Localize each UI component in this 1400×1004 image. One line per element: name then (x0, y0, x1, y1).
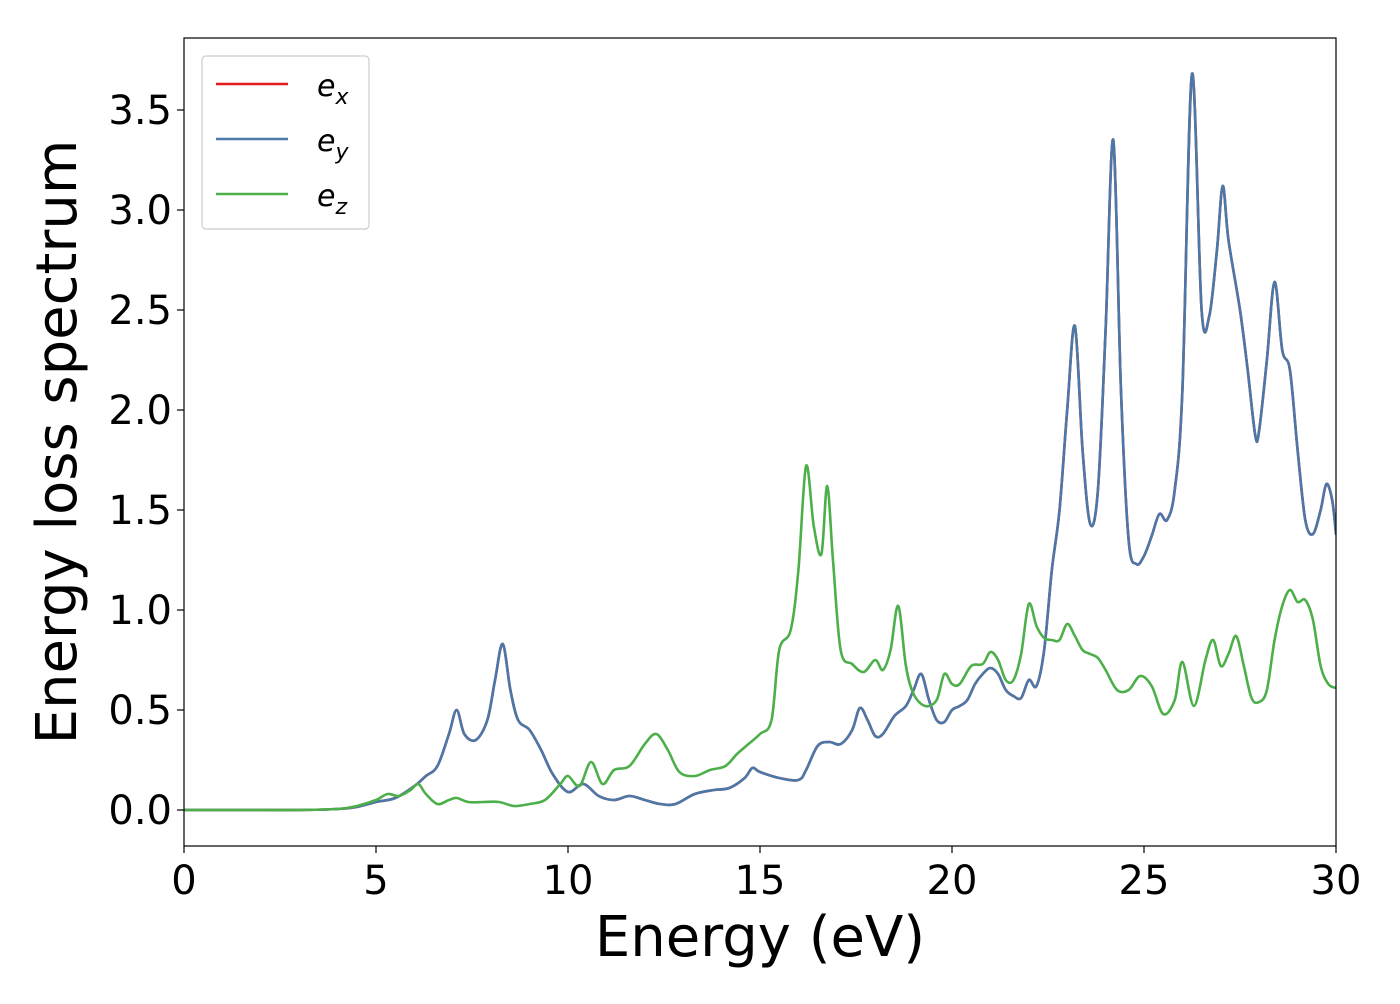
x-tick-label: 15 (735, 858, 786, 904)
x-tick-label: 10 (543, 858, 594, 904)
x-tick-label: 20 (927, 858, 978, 904)
x-tick-label: 5 (363, 858, 388, 904)
x-tick-label: 25 (1119, 858, 1170, 904)
x-tick-label: 30 (1311, 858, 1362, 904)
y-tick-label: 0.5 (108, 688, 172, 734)
legend-label-x: ex (317, 69, 349, 110)
series-line-z (184, 464, 1336, 812)
y-tick-label: 3.5 (108, 88, 172, 134)
legend-box (201, 55, 370, 230)
x-axis-ticks: 0 5 10 15 20 25 30 (171, 846, 1361, 904)
y-tick-label: 2.0 (108, 388, 172, 434)
legend: ex ey ez (201, 55, 370, 230)
y-tick-label: 2.5 (108, 288, 172, 334)
legend-label-y: ey (317, 124, 349, 165)
y-tick-label: 3.0 (108, 188, 172, 234)
y-tick-label: 1.0 (108, 588, 172, 634)
series-line-y (184, 72, 1336, 812)
y-tick-label: 1.5 (108, 488, 172, 534)
x-tick-label: 0 (171, 858, 196, 904)
x-axis-label: Energy (eV) (595, 905, 925, 970)
y-axis-ticks: 0.0 0.5 1.0 1.5 2.0 2.5 3.0 3.5 (108, 88, 184, 834)
legend-label-z: ez (317, 179, 347, 220)
series-layer (184, 72, 1336, 812)
y-axis-label: Energy loss spectrum (25, 140, 90, 745)
y-tick-label: 0.0 (108, 788, 172, 834)
